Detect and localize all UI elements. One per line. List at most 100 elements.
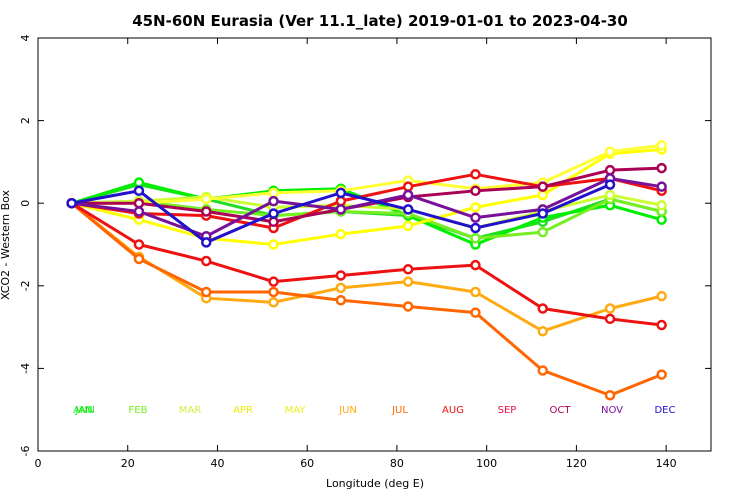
data-point [268, 187, 279, 199]
data-point [604, 389, 616, 401]
data-point [656, 140, 667, 151]
data-point [335, 270, 347, 281]
legend-item-sep: SEP [498, 405, 517, 416]
series-jul [66, 197, 667, 401]
legend-item-feb: FEB [129, 405, 148, 416]
series-line-feb [71, 197, 662, 240]
y-tick-label: 4 [19, 35, 32, 42]
data-point [470, 233, 481, 244]
legend-item-dec: DEC [654, 405, 675, 416]
data-point [402, 189, 414, 201]
data-point [537, 303, 548, 314]
data-point [402, 276, 414, 287]
data-point [470, 169, 481, 180]
legend-item-apr: APR [233, 405, 253, 416]
series-jun [66, 197, 667, 337]
plot-frame [37, 37, 712, 452]
data-point [402, 301, 414, 312]
legend-item-jul: JUL [391, 405, 408, 416]
data-point [268, 208, 279, 219]
data-point [604, 313, 616, 325]
data-point [268, 216, 279, 228]
x-tick-label: 60 [300, 457, 314, 470]
series-line-jun [70, 202, 662, 333]
data-point [604, 146, 616, 157]
data-point [402, 220, 414, 232]
x-tick-label: 40 [210, 457, 224, 470]
data-point [537, 226, 548, 238]
y-tick-label: 0 [19, 200, 32, 207]
legend-item-nov: NOV [601, 405, 623, 416]
y-tick-label: -6 [19, 446, 32, 457]
data-point [201, 255, 212, 267]
data-point [133, 253, 145, 265]
axis-ticks: 0 20 40 60 80 100 120 140 -6 -4 -2 0 2 4 [19, 35, 711, 470]
data-point [470, 222, 481, 234]
x-tick-label: 0 [35, 457, 42, 470]
data-point [537, 325, 548, 337]
data-point [268, 276, 279, 287]
series-line-aug [70, 201, 662, 327]
data-point [656, 162, 667, 174]
y-tick-label: -2 [19, 280, 32, 291]
data-point [201, 237, 212, 248]
data-point [604, 189, 616, 201]
data-point [268, 286, 279, 298]
series-line-may [71, 143, 662, 205]
data-point [335, 204, 347, 215]
data-point [335, 187, 347, 199]
data-point [201, 193, 212, 205]
data-point [537, 189, 548, 201]
legend-item-jan: JAN [74, 405, 92, 416]
data-point [335, 195, 347, 207]
data-point [470, 212, 481, 223]
data-point [470, 185, 481, 197]
y-tick-label: 2 [19, 117, 32, 124]
series-dec [66, 179, 616, 248]
data-point [604, 179, 616, 190]
data-point [656, 319, 667, 331]
data-point [656, 200, 667, 211]
data-point [537, 181, 548, 192]
series-line-jul [70, 202, 663, 397]
data-point [656, 369, 667, 380]
x-tick-label: 20 [121, 457, 135, 470]
legend-item-mar: MAR [179, 405, 201, 416]
data-point [470, 202, 481, 213]
data-point [604, 303, 616, 314]
data-point [268, 195, 279, 207]
series-aug [66, 197, 667, 331]
x-tick-label: 120 [566, 457, 587, 470]
data-point [268, 297, 279, 308]
data-point [470, 286, 481, 298]
series-layer [66, 140, 667, 401]
legend-item-ann: ANN [73, 405, 95, 416]
y-axis-label: XCO2 - Western Box [0, 189, 12, 300]
data-point [335, 282, 347, 294]
x-axis-label: Longitude (deg E) [326, 477, 424, 490]
series-line-mar [71, 193, 662, 230]
legend-item-oct: OCT [550, 405, 572, 416]
data-point [335, 228, 347, 240]
data-point [656, 214, 667, 225]
series-line-apr [71, 148, 662, 246]
data-point [201, 286, 212, 298]
data-point [470, 307, 481, 318]
data-point [133, 177, 145, 188]
data-point [656, 290, 667, 302]
series-line-sep [71, 172, 662, 230]
data-point [402, 181, 414, 192]
data-point [66, 197, 77, 209]
legend-item-aug: AUG [442, 405, 464, 416]
data-point [335, 295, 347, 306]
data-point [133, 185, 145, 197]
data-point [133, 197, 145, 209]
x-tick-label: 100 [476, 457, 497, 470]
data-point [402, 204, 414, 215]
data-point [201, 206, 212, 217]
chart-title: 45N-60N Eurasia (Ver 11.1_late) 2019-01-… [132, 12, 628, 30]
legend-item-may: MAY [285, 405, 307, 416]
y-tick-label: -4 [19, 363, 32, 374]
